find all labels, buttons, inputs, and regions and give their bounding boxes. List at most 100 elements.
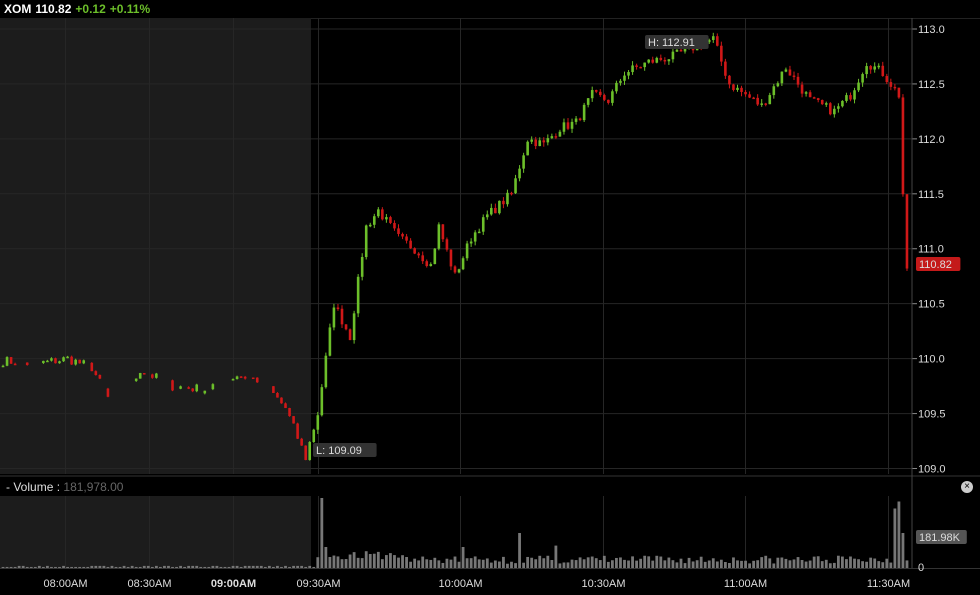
- volume-bar: [207, 566, 211, 568]
- volume-bar: [255, 565, 259, 568]
- candle: [405, 236, 408, 241]
- candle: [441, 224, 445, 240]
- volume-bar: [703, 561, 707, 568]
- change-label: +0.12: [75, 2, 106, 16]
- volume-bar: [465, 558, 469, 568]
- y-tick-label: 109.0: [918, 464, 946, 476]
- volume-bar: [227, 566, 231, 568]
- candle: [50, 358, 53, 361]
- volume-bar: [582, 559, 586, 568]
- volume-bar: [699, 556, 703, 568]
- candle: [473, 232, 477, 242]
- volume-bar: [215, 565, 219, 568]
- volume-bar: [663, 560, 667, 568]
- volume-bar: [344, 559, 348, 568]
- candle: [788, 69, 792, 76]
- volume-bar: [804, 561, 808, 568]
- volume-bar: [473, 556, 477, 568]
- volume-bar: [304, 566, 308, 568]
- candle: [655, 57, 659, 63]
- candle: [66, 356, 69, 359]
- volume-bar: [671, 560, 675, 568]
- volume-bar: [824, 559, 828, 568]
- candle: [574, 118, 578, 122]
- candle: [752, 97, 755, 100]
- volume-bar: [828, 563, 832, 568]
- candle: [853, 90, 856, 100]
- y-tick-label: 109.5: [918, 409, 946, 421]
- premarket-region: [0, 18, 311, 474]
- candle: [300, 438, 303, 446]
- candle: [784, 69, 788, 72]
- volume-bar: [288, 566, 291, 568]
- volume-bar: [865, 561, 869, 568]
- volume-bar: [530, 557, 534, 568]
- volume-bar: [235, 565, 239, 568]
- candle: [284, 403, 287, 409]
- candle: [526, 141, 529, 156]
- volume-bar: [623, 559, 626, 568]
- volume-bars: 0: [1, 498, 924, 574]
- symbol-label[interactable]: XOM: [4, 2, 32, 16]
- candle: [445, 239, 449, 250]
- candle: [98, 374, 102, 379]
- volume-bar: [732, 557, 735, 568]
- volume-bar: [752, 560, 756, 568]
- volume-bar: [433, 557, 437, 568]
- volume-bar: [550, 560, 554, 568]
- candle: [772, 86, 776, 96]
- volume-bar: [90, 565, 94, 568]
- candle: [46, 360, 49, 363]
- candle: [506, 192, 509, 205]
- volume-bar: [477, 559, 481, 568]
- volume-bar: [469, 558, 473, 568]
- candle: [469, 241, 473, 244]
- volume-bar: [1, 566, 5, 568]
- volume-bar: [74, 566, 78, 568]
- volume-bar: [812, 556, 816, 568]
- volume-collapse-label[interactable]: - Volume :: [6, 480, 64, 494]
- volume-bar: [683, 563, 687, 568]
- candle: [905, 194, 909, 269]
- volume-bar: [481, 559, 485, 568]
- candle: [324, 355, 328, 388]
- candle: [829, 103, 832, 115]
- volume-bar: [808, 560, 812, 568]
- volume-bar: [163, 565, 166, 568]
- candle: [413, 248, 416, 254]
- volume-bar: [853, 558, 856, 568]
- candle: [683, 47, 687, 52]
- candle: [94, 371, 98, 375]
- volume-bar: [352, 552, 356, 568]
- volume-bar: [461, 547, 465, 568]
- candle: [195, 384, 199, 392]
- candle: [760, 103, 764, 105]
- candle: [58, 361, 61, 364]
- volume-bar: [413, 558, 417, 568]
- candle: [849, 95, 852, 100]
- volume-zero-label: 0: [918, 562, 924, 574]
- volume-bar: [792, 559, 796, 568]
- close-icon[interactable]: ×: [961, 481, 973, 493]
- candle: [328, 327, 332, 356]
- candle: [381, 209, 384, 220]
- volume-bar: [134, 566, 138, 568]
- candle: [356, 276, 360, 314]
- candle: [138, 373, 142, 379]
- volume-bar: [336, 556, 340, 568]
- volume-bar: [534, 559, 538, 568]
- candle: [276, 393, 279, 398]
- candle: [841, 100, 844, 107]
- candle: [9, 357, 13, 364]
- candle: [651, 59, 655, 63]
- volume-bar: [231, 565, 235, 568]
- candle: [796, 76, 800, 85]
- price-label: 110.82: [35, 2, 72, 16]
- volume-bar: [586, 557, 590, 568]
- volume-bar: [820, 561, 824, 568]
- volume-bar: [332, 555, 336, 568]
- volume-bar: [183, 566, 187, 568]
- candle: [881, 65, 885, 76]
- candle: [5, 357, 9, 366]
